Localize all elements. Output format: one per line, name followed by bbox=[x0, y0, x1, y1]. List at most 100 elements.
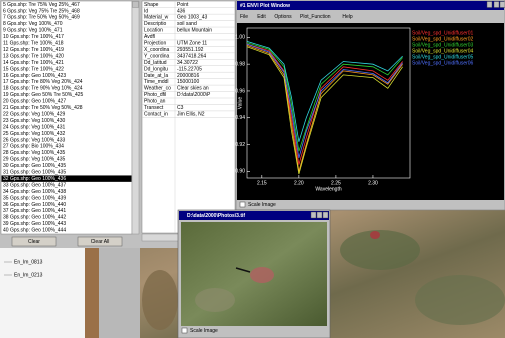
window-title: D:\data\2000\Photos\3.tif bbox=[187, 213, 245, 219]
axes-frame bbox=[246, 27, 411, 179]
attribute-name: Material_w bbox=[144, 15, 169, 21]
tree-item[interactable]: En_Im_0813 bbox=[14, 259, 43, 265]
list-item[interactable]: 26 Gps.shp: Veg 100%_433 bbox=[3, 137, 65, 143]
list-item[interactable]: 33 Gps.shp: Geo 100%_437 bbox=[3, 182, 66, 188]
list-item[interactable]: 29 Gps.shp: Veg 100%_435 bbox=[3, 157, 65, 163]
list-item[interactable]: 28 Gps.shp: Veg 100%_435 bbox=[3, 150, 65, 156]
list-item[interactable]: 40 Gps.shp: Geo 100%_444 bbox=[3, 228, 66, 234]
legend-entry: Soil/Veg_spd_Unidiffuser02 bbox=[412, 36, 474, 42]
window-button[interactable] bbox=[493, 1, 500, 8]
list-item[interactable]: 11 Gps.shp: Tre 100%_418 bbox=[3, 41, 64, 47]
menu-item[interactable]: Options bbox=[274, 14, 292, 20]
attribute-value: bellux Mountain bbox=[177, 28, 212, 34]
attribute-name: Time_mddl bbox=[144, 79, 169, 85]
window-button[interactable] bbox=[499, 1, 505, 8]
checkbox[interactable] bbox=[239, 201, 246, 208]
list-item[interactable]: 31 Gps.shp: Geo 100%_435 bbox=[3, 170, 66, 176]
list-item[interactable]: 7 Gps.shp: Tre 50% Veg 50%_469 bbox=[3, 15, 80, 21]
list-item[interactable]: 30 Gps.shp: Geo 100%_435 bbox=[3, 163, 66, 169]
list-item[interactable]: 6 Gps.shp: Veg 75% Tre 25%_468 bbox=[3, 8, 80, 14]
x-tick-label: 2.25 bbox=[331, 180, 341, 186]
scroll-button[interactable] bbox=[132, 1, 139, 8]
list-item[interactable]: 21 Gps.shp: Tre 50% Veg 50%_428 bbox=[3, 105, 83, 111]
button[interactable] bbox=[77, 236, 123, 247]
list-item[interactable]: 34 Gps.shp: Geo 100%_438 bbox=[3, 189, 66, 195]
menu-item[interactable]: Help bbox=[342, 14, 353, 20]
list-item[interactable]: 9 Gps.shp: Veg 100%_471 bbox=[3, 28, 63, 34]
scrollbar[interactable] bbox=[131, 0, 140, 235]
list-panel bbox=[0, 0, 140, 248]
attribute-value: 436 bbox=[177, 8, 186, 14]
list-item[interactable]: 20 Gps.shp: Geo 100%_427 bbox=[3, 99, 66, 105]
menu-item[interactable]: Plot_Function bbox=[300, 14, 331, 20]
list-item[interactable]: 37 Gps.shp: Geo 100%_441 bbox=[3, 208, 66, 214]
list-item[interactable]: 16 Gps.shp: Geo 100%_423 bbox=[3, 73, 66, 79]
attribute-name: Photo_an bbox=[144, 99, 166, 105]
list-item[interactable]: 18 Gps.shp: Tre 90% Veg 10%_424 bbox=[3, 86, 83, 92]
attribute-name: Location bbox=[144, 28, 163, 34]
window-title: #1 ENVI Plot Window bbox=[240, 3, 290, 9]
spectrum-line bbox=[246, 43, 403, 159]
menu-item[interactable]: Edit bbox=[257, 14, 266, 20]
attribute-value: 293551.192 bbox=[177, 47, 204, 53]
menu-item[interactable]: File bbox=[240, 14, 248, 20]
list-item[interactable]: 8 Gps.shp: Veg 100%_470 bbox=[3, 21, 63, 27]
attribute-value: soil sand bbox=[177, 21, 197, 27]
y-tick-label: 0.94 bbox=[235, 115, 245, 121]
list-item[interactable]: 32 Gps.shp: Geo 100%_436 bbox=[3, 176, 66, 182]
attribute-value: C3 bbox=[177, 105, 184, 111]
attribute-value: Clear skies an bbox=[177, 86, 209, 92]
terrain-patch bbox=[340, 230, 420, 270]
list-item[interactable]: 19 Gps.shp: Geo 50% Tre 50%_425 bbox=[3, 92, 84, 98]
list-item[interactable]: 36 Gps.shp: Geo 100%_440 bbox=[3, 202, 66, 208]
list-item[interactable]: 27 Gps.shp: Bio 100%_434 bbox=[3, 144, 64, 150]
button-label[interactable]: Clear bbox=[28, 239, 40, 245]
x-tick-label: 2.15 bbox=[257, 180, 267, 186]
attribute-name: Descriptio bbox=[144, 21, 166, 27]
list-item[interactable]: 35 Gps.shp: Geo 100%_439 bbox=[3, 195, 66, 201]
attribute-name: Y_coordina bbox=[144, 53, 170, 59]
x-axis-label: Wavelength bbox=[315, 186, 341, 192]
list-item[interactable]: 22 Gps.shp: Veg 100%_429 bbox=[3, 111, 65, 117]
attribute-value: Point bbox=[177, 2, 189, 8]
button[interactable] bbox=[11, 236, 57, 247]
photo-feature bbox=[195, 288, 235, 312]
checkbox-label[interactable]: Scale Image bbox=[248, 202, 276, 208]
list-item[interactable]: 14 Gps.shp: Tre 100%_421 bbox=[3, 60, 64, 66]
title-bar bbox=[179, 211, 329, 220]
window-button[interactable] bbox=[316, 211, 323, 219]
photo-feature bbox=[250, 267, 274, 283]
list-item[interactable]: 25 Gps.shp: Veg 100%_432 bbox=[3, 131, 65, 137]
list-item[interactable]: 17 Gps.shp: Tre 80% Veg 20%_424 bbox=[3, 79, 83, 85]
attribute-name: Dd_longitu bbox=[144, 66, 168, 72]
list-item[interactable]: 12 Gps.shp: Tre 100%_419 bbox=[3, 47, 64, 53]
attribute-value: 15000100 bbox=[177, 79, 199, 85]
list-item[interactable]: 10 Gps.shp: Tre 100%_417 bbox=[3, 34, 64, 40]
attribute-value: 34.30722 bbox=[177, 60, 198, 66]
window-button[interactable] bbox=[486, 1, 493, 8]
list-item[interactable]: 23 Gps.shp: Veg 100%_430 bbox=[3, 118, 65, 124]
list-item[interactable]: 15 Gps.shp: Tre 100%_422 bbox=[3, 66, 64, 72]
tree-item[interactable]: En_Im_0213 bbox=[14, 272, 43, 278]
window-button[interactable] bbox=[322, 211, 329, 219]
spectrum-line bbox=[246, 41, 403, 142]
attribute-value: -115.22705 bbox=[177, 66, 202, 72]
list-item[interactable]: 38 Gps.shp: Geo 100%_442 bbox=[3, 215, 66, 221]
window-button[interactable] bbox=[310, 211, 317, 219]
list-item[interactable]: 39 Gps.shp: Geo 100%_443 bbox=[3, 221, 66, 227]
y-axis-label: Value bbox=[237, 97, 243, 110]
list-item[interactable]: 24 Gps.shp: Veg 100%_431 bbox=[3, 124, 65, 130]
photo-feature bbox=[235, 267, 251, 273]
checkbox[interactable] bbox=[181, 327, 188, 334]
spectrum-line bbox=[246, 45, 403, 172]
spectrum-line bbox=[246, 42, 403, 152]
list-item[interactable]: 13 Gps.shp: Tre 100%_420 bbox=[3, 53, 64, 59]
plot-area bbox=[237, 23, 504, 200]
list-item[interactable]: 5 Gps.shp: Tre 75% Veg 25%_467 bbox=[3, 2, 80, 8]
checkbox-label[interactable]: Scale Image bbox=[190, 328, 218, 334]
attribute-value: Geo 1003_43 bbox=[177, 15, 208, 21]
attribute-name: Dd_latitud bbox=[144, 60, 167, 66]
tree-panel bbox=[0, 248, 85, 338]
button-label[interactable]: Clear All bbox=[91, 239, 110, 245]
attribute-name: Shape bbox=[144, 2, 159, 8]
